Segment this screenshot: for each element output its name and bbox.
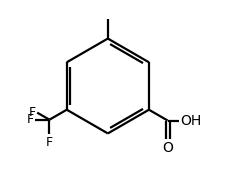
Text: F: F [29,106,36,119]
Text: F: F [46,136,53,148]
Text: F: F [27,113,34,126]
Text: O: O [162,141,173,155]
Text: OH: OH [180,114,201,127]
